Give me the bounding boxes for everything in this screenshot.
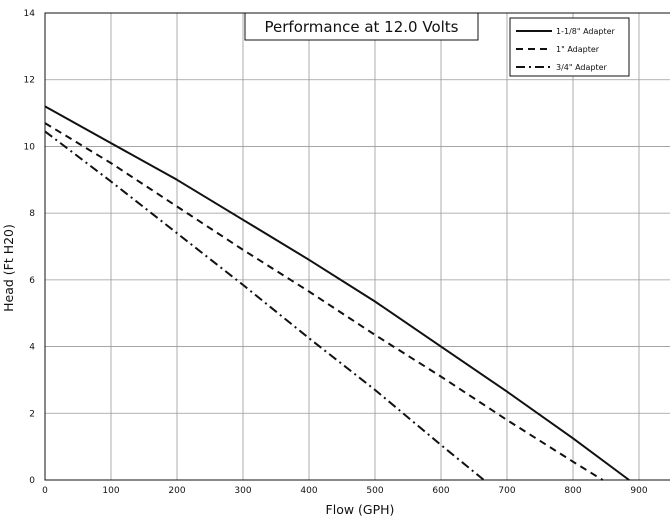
series-line-3: [44, 130, 485, 481]
series-line-1: [44, 105, 630, 481]
y-tick-label: 0: [29, 476, 35, 486]
y-tick-label: 4: [29, 343, 35, 353]
x-axis-label: Flow (GPH): [326, 502, 395, 517]
plot-frame: [44, 12, 670, 481]
series-line-2: [44, 122, 604, 481]
x-tick-label: 200: [168, 486, 185, 496]
y-tick-labels: 0 2 4 6 8 10 12 14: [24, 9, 36, 486]
y-tick-label: 6: [29, 276, 35, 286]
x-tick-labels: 0 100 200 300 400 500 600 700 800 900: [42, 486, 648, 496]
grid: [45, 12, 670, 480]
legend-label-1: 1-1/8" Adapter: [556, 27, 616, 36]
title-box: [244, 12, 479, 41]
x-tick-label: 900: [630, 486, 647, 496]
x-tick-label: 0: [42, 486, 48, 496]
x-tick-label: 700: [498, 486, 515, 496]
x-tick-label: 100: [102, 486, 119, 496]
x-tick-label: 400: [300, 486, 317, 496]
y-tick-label: 10: [24, 142, 36, 152]
y-tick-label: 2: [29, 409, 35, 419]
y-tick-label: 14: [24, 9, 36, 19]
series-lines: [44, 105, 630, 481]
legend-label-2: 1" Adapter: [556, 45, 600, 54]
y-tick-label: 8: [29, 209, 35, 219]
y-axis-label: Head (Ft H20): [1, 224, 16, 312]
legend: 1-1/8" Adapter 1" Adapter 3/4" Adapter: [509, 17, 630, 77]
x-tick-label: 600: [432, 486, 449, 496]
y-tick-label: 12: [24, 76, 35, 86]
title-text: Performance at 12.0 Volts: [265, 18, 459, 36]
x-tick-label: 500: [366, 486, 383, 496]
x-tick-label: 300: [234, 486, 251, 496]
legend-label-3: 3/4" Adapter: [556, 63, 608, 72]
x-tick-label: 800: [564, 486, 581, 496]
chart-title: Performance at 12.0 Volts: [244, 12, 479, 41]
